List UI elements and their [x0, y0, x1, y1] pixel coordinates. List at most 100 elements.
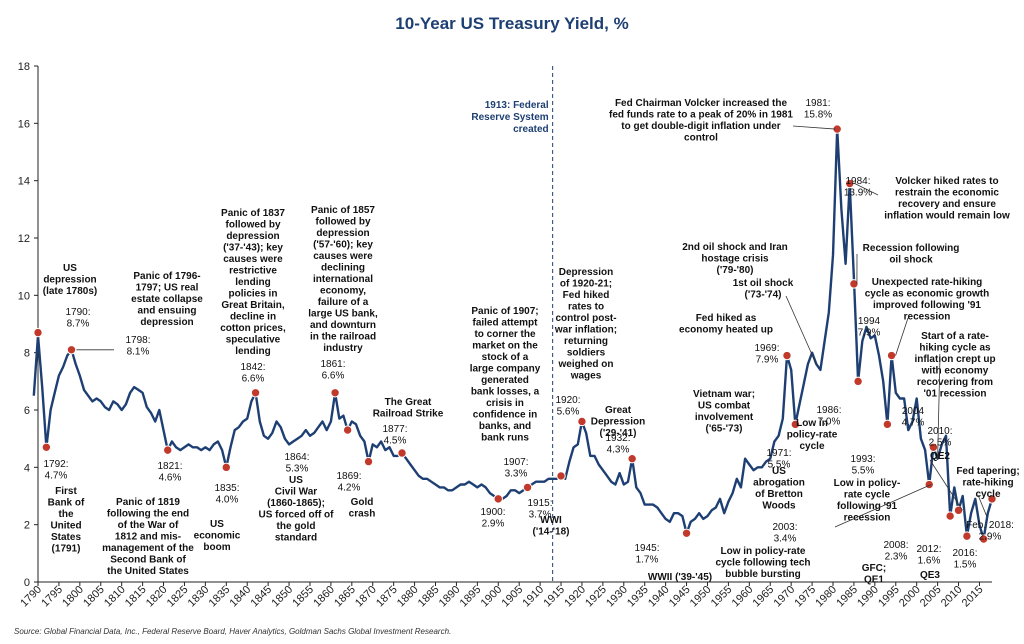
annotation-a2010: 2010:	[927, 426, 952, 437]
annotation-a2016: 2016:	[952, 548, 977, 559]
annotation-lowcycle: policy-rate	[787, 430, 838, 441]
annotation-panic1907: generated	[481, 375, 529, 386]
annotation-dep1920: soldiers	[567, 348, 606, 359]
annotation-panic1837: cotton prices,	[220, 323, 286, 334]
annotation-panic1837: followed by	[226, 220, 281, 231]
x-tick-label: 1955	[709, 584, 735, 610]
annotation-panic1907: failed attempt	[472, 318, 538, 329]
annotation-dep1920: returning	[564, 336, 608, 347]
annotation-a1981: 1981:	[805, 98, 830, 109]
fed-creation-label: created	[513, 124, 549, 135]
annotation-a2018: 2.9%	[979, 532, 1002, 543]
x-tick-label: 1970	[771, 584, 797, 610]
annotation-firstbank: States	[51, 532, 81, 543]
annotation-qe3: QE3	[920, 570, 940, 581]
data-point-marker	[782, 350, 792, 361]
annotation-unexpected: improved following '91	[873, 300, 981, 311]
x-tick-label: 1875	[374, 584, 400, 610]
annotation-volcker1: fed funds rate to a peak of 20% in 1981	[609, 110, 793, 121]
annotation-a1932: 4.3%	[607, 445, 630, 456]
annotation-bretton: US	[772, 466, 786, 477]
annotation-a1790: 1790:	[65, 307, 90, 318]
annotation-a1900: 1900:	[480, 507, 505, 518]
annotation-panic1837: restrictive	[229, 266, 277, 277]
annotation-unexpected: cycle as economic growth	[865, 289, 990, 300]
annotation-dep1920: weighed on	[558, 359, 614, 370]
annotation-panic1819: following the end	[107, 509, 189, 520]
annotation-volcker2: recovery and ensure	[898, 199, 996, 210]
yield-series-line	[32, 127, 994, 541]
annotation-lowtech: bubble bursting	[725, 569, 801, 580]
annotation-panic1819: 1812 and mis-	[115, 532, 181, 543]
annotation-wwi: WWI	[540, 515, 562, 526]
annotation-taper: rate-hiking	[962, 478, 1013, 489]
annotation-a2008: 2.3%	[885, 552, 908, 563]
annotation-a1869: 1869:	[336, 471, 361, 482]
annotation-start: hiking cycle as	[919, 343, 991, 354]
annotation-oil2: ('79-'80)	[717, 265, 754, 276]
annotation-leader-line	[785, 295, 817, 365]
annotation-a1981: 15.8%	[804, 110, 832, 121]
annotation-panic1819: Panic of 1819	[116, 497, 180, 508]
annotation-volcker1: control	[684, 133, 718, 144]
annotation-start: with economy	[921, 366, 989, 377]
annotation-civilwar: US	[289, 475, 303, 486]
x-tick-label: 1915	[541, 584, 567, 610]
data-point-marker	[330, 388, 340, 398]
annotation-oil1: ('73-'74)	[745, 290, 782, 301]
x-tick-label: 2005	[918, 584, 944, 610]
x-tick-label: 2010	[939, 584, 965, 610]
annotation-a1842: 1842:	[240, 362, 265, 373]
annotation-oil1: 1st oil shock	[733, 278, 794, 289]
annotation-panic1907: crisis in	[486, 398, 524, 409]
annotation-a1984: 13.9%	[844, 188, 872, 199]
data-point-marker	[221, 462, 231, 473]
annotation-a1971: 1971:	[766, 448, 791, 459]
annotation-a1993: 1993:	[850, 454, 875, 465]
annotation-panic1907: stock of a	[482, 352, 529, 363]
annotation-a1993: 5.5%	[852, 466, 875, 477]
annotation-a2010: 2.5%	[929, 438, 952, 449]
annotation-dep1920: wages	[570, 371, 602, 382]
annotation-panic1837: lending	[235, 277, 271, 288]
annotation-panic1907: to corner the	[474, 329, 536, 340]
annotation-vietnam: Vietnam war;	[693, 389, 755, 400]
annotation-wwi: ('14-'18)	[533, 527, 570, 538]
annotation-panic1837: policies in	[229, 289, 278, 300]
data-point-marker	[790, 419, 801, 430]
annotation-panic1907: banks, and	[479, 421, 531, 432]
annotation-gfc: GFC;	[862, 563, 886, 574]
annotation-vietnam: involvement	[695, 412, 754, 423]
x-tick-label: 1945	[667, 584, 693, 610]
annotation-a2004: 4.7%	[902, 418, 925, 429]
source-note: Source: Global Financial Data, Inc., Fed…	[14, 627, 452, 636]
y-tick-label: 8	[24, 348, 30, 360]
annotation-lowtech: Low in policy-rate	[720, 546, 805, 557]
annotation-panic1796: and ensuing	[138, 306, 197, 317]
annotation-railroad: The Great	[385, 397, 432, 408]
annotation-bretton: of Bretton	[755, 489, 803, 500]
annotation-panic1819: Second Bank of	[110, 555, 186, 566]
annotation-leader-line	[937, 355, 941, 459]
x-tick-label: 1900	[479, 584, 505, 610]
annotation-unexpected: recession	[904, 312, 951, 323]
x-tick-label: 1890	[437, 584, 463, 610]
data-point-marker	[250, 388, 261, 398]
data-point-marker	[342, 425, 353, 435]
annotation-goldcrash: Gold	[351, 497, 374, 508]
annotation-a1821: 4.6%	[159, 473, 182, 484]
annotation-a1932: 1932:	[605, 433, 630, 444]
x-tick-label: 1790	[18, 584, 44, 610]
x-tick-label: 1885	[416, 584, 442, 610]
annotation-panic1837: lending	[235, 346, 271, 357]
annotation-a1994: 7.9%	[858, 328, 881, 339]
annotation-dep1920: rates to	[568, 302, 604, 313]
data-point-marker	[66, 345, 77, 355]
annotation-econboom: US	[210, 519, 224, 530]
data-point-marker	[886, 350, 897, 361]
annotation-start: recovering from	[917, 377, 993, 388]
annotation-greatdep: Depression	[591, 417, 645, 428]
annotation-low91: following '91	[837, 501, 898, 512]
annotation-panic1857: in the railroad	[310, 332, 376, 343]
